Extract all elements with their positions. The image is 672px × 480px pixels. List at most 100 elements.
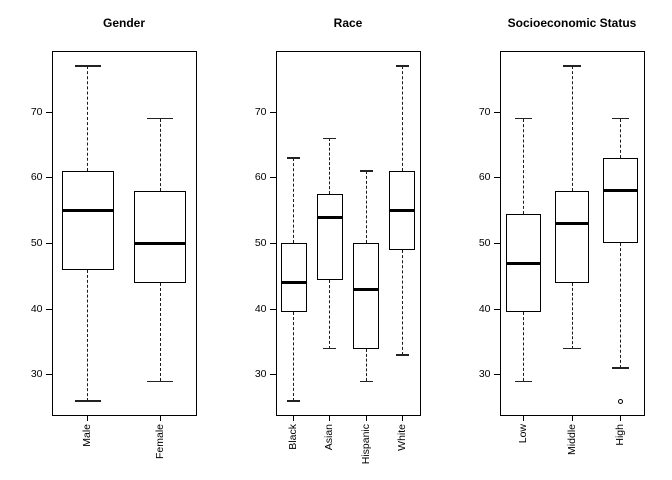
panel-title: Socioeconomic Status: [507, 16, 637, 30]
y-tick-label: 50: [478, 236, 491, 249]
y-axis-tick: [494, 374, 500, 376]
panel-socioeconomic-status: Socioeconomic Status 30 40 50 60 70 Low Middle…: [448, 0, 672, 480]
whisker-cap-lower: [74, 400, 101, 402]
whisker-cap-upper: [395, 65, 409, 67]
whisker-cap-upper: [359, 170, 373, 172]
panel-gender: Gender 30 40 50 60 70 Male Female: [0, 0, 224, 480]
x-axis-tick: [571, 415, 573, 421]
y-axis-tick: [494, 308, 500, 310]
y-axis-tick: [46, 242, 52, 244]
x-tick-label: Low: [517, 423, 530, 443]
y-tick-label: 60: [478, 171, 491, 184]
whisker-cap-upper: [287, 157, 301, 159]
y-axis-tick: [270, 374, 276, 376]
y-tick-label: 50: [254, 236, 267, 249]
median-line: [316, 215, 343, 219]
whisker-lower: [87, 269, 89, 402]
whisker-cap-lower: [514, 380, 533, 383]
y-tick-label: 40: [30, 302, 43, 315]
whisker-upper: [619, 118, 621, 159]
whisker-lower: [329, 279, 331, 349]
iqr-box: [134, 190, 187, 283]
y-axis-tick: [46, 111, 52, 113]
x-tick-label: Black: [287, 423, 300, 450]
median-line: [602, 189, 638, 193]
whisker-cap-upper: [611, 117, 630, 120]
whisker-cap-upper: [323, 137, 337, 140]
y-axis-tick: [270, 242, 276, 244]
y-tick-label: 30: [478, 368, 491, 381]
median-line: [280, 281, 307, 285]
whisker-cap-upper: [74, 65, 101, 67]
whisker-cap-upper: [514, 117, 533, 120]
y-axis-tick: [270, 177, 276, 179]
x-axis-tick: [619, 415, 621, 421]
y-axis-tick: [270, 308, 276, 310]
y-tick-label: 70: [30, 105, 43, 118]
y-axis-tick: [46, 177, 52, 179]
iqr-box: [353, 243, 380, 349]
median-line: [353, 287, 380, 291]
y-tick-label: 40: [254, 302, 267, 315]
iqr-box: [602, 158, 638, 244]
y-axis-tick: [46, 308, 52, 310]
median-line: [506, 261, 542, 265]
whisker-cap-lower: [611, 367, 630, 369]
x-tick-label: Asian: [323, 423, 336, 450]
whisker-lower: [159, 282, 161, 382]
whisker-upper: [365, 171, 367, 244]
x-tick-label: Male: [81, 423, 94, 447]
median-line: [134, 241, 187, 245]
y-tick-label: 40: [478, 302, 491, 315]
whisker-cap-upper: [147, 117, 174, 120]
y-axis-tick: [46, 374, 52, 376]
whisker-cap-lower: [287, 400, 301, 402]
y-axis-tick: [494, 177, 500, 179]
whisker-cap-lower: [395, 354, 409, 356]
x-axis-tick: [523, 415, 525, 421]
whisker-upper: [523, 118, 525, 214]
whisker-lower: [401, 249, 403, 356]
y-tick-label: 50: [30, 236, 43, 249]
x-tick-label: Hispanic: [359, 423, 372, 464]
x-axis-tick: [329, 415, 331, 421]
panel-title: Gender: [102, 16, 145, 30]
whisker-cap-upper: [563, 65, 581, 67]
plot-frame: [499, 51, 645, 416]
whisker-lower: [571, 282, 573, 349]
x-axis-tick: [87, 415, 89, 421]
plot-frame: [51, 51, 197, 416]
x-tick-label: Middle: [565, 423, 578, 455]
y-axis-tick: [494, 242, 500, 244]
median-line: [554, 222, 590, 226]
y-tick-label: 30: [254, 368, 267, 381]
x-tick-label: High: [613, 423, 626, 446]
whisker-upper: [329, 138, 331, 195]
x-tick-label: White: [395, 423, 408, 451]
whisker-lower: [365, 348, 367, 382]
panel-title: Race: [333, 16, 363, 30]
panel-race: Race 30 40 50 60 70 Black Asian Hispanic White: [224, 0, 448, 480]
whisker-lower: [523, 312, 525, 382]
y-tick-label: 70: [254, 105, 267, 118]
outlier-point: [617, 398, 623, 404]
whisker-upper: [87, 66, 89, 172]
whisker-upper: [571, 66, 573, 191]
iqr-box: [61, 171, 114, 270]
whisker-upper: [159, 118, 161, 191]
x-axis-tick: [159, 415, 161, 421]
y-axis-tick: [270, 111, 276, 113]
x-tick-label: Female: [153, 423, 166, 459]
whisker-cap-lower: [147, 380, 174, 383]
median-line: [61, 209, 114, 213]
y-tick-label: 70: [478, 105, 491, 118]
iqr-box: [280, 243, 307, 313]
whisker-upper: [293, 158, 295, 244]
x-axis-tick: [293, 415, 295, 421]
plot-frame: [275, 51, 421, 416]
whisker-lower: [619, 243, 621, 369]
iqr-box: [554, 190, 590, 283]
x-axis-tick: [401, 415, 403, 421]
iqr-box: [316, 194, 343, 280]
